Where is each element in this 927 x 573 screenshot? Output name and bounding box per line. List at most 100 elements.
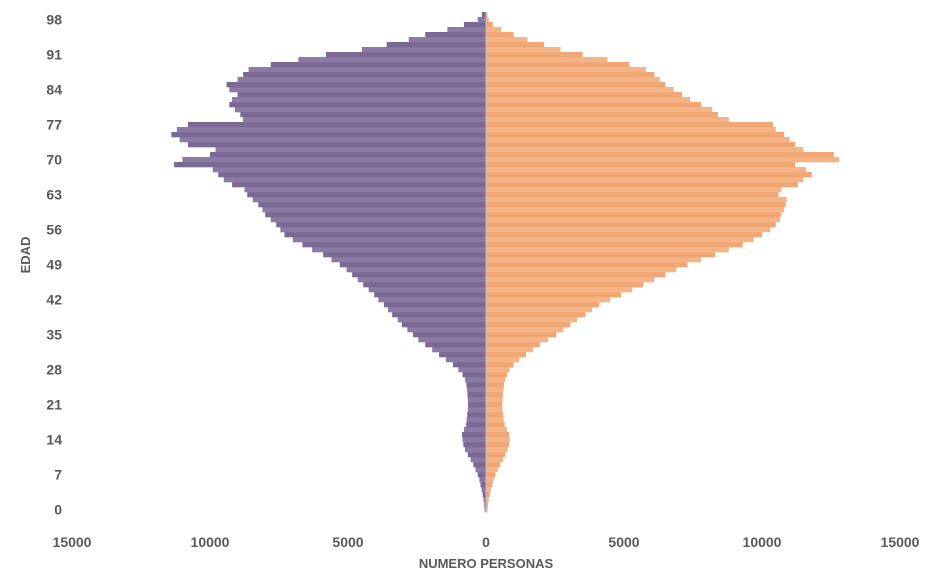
bar-left-age-99: [481, 12, 486, 18]
bar-right-age-24: [486, 387, 504, 393]
bar-left-age-84: [229, 87, 486, 93]
bar-left-age-43: [374, 292, 486, 298]
bar-right-age-75: [486, 132, 785, 138]
bar-left-age-19: [467, 412, 486, 418]
bar-right-age-61: [486, 202, 786, 208]
bar-right-age-88: [486, 67, 647, 73]
bar-left-age-81: [229, 102, 486, 108]
y-tick-label: 84: [46, 82, 62, 98]
x-tick-label: 15000: [881, 534, 920, 550]
bar-left-age-86: [237, 77, 486, 83]
bar-left-age-35: [412, 332, 486, 338]
y-tick-label: 42: [46, 292, 62, 308]
bar-right-age-53: [486, 242, 743, 248]
bar-left-age-63: [247, 192, 486, 198]
bar-left-age-30: [445, 357, 486, 363]
bar-left-age-25: [466, 382, 486, 388]
bar-left-age-6: [479, 477, 486, 483]
x-tick-label: 15000: [53, 534, 92, 550]
y-axis-title: EDAD: [18, 237, 33, 274]
bar-left-age-64: [244, 187, 486, 193]
bar-left-age-33: [425, 342, 486, 348]
bar-right-age-34: [486, 337, 549, 343]
bar-right-age-33: [486, 342, 540, 348]
right-series-bars: [486, 12, 840, 513]
bar-right-age-7: [486, 472, 496, 478]
bar-right-age-11: [486, 452, 506, 458]
bar-right-age-39: [486, 312, 586, 318]
bar-right-age-92: [486, 47, 561, 53]
bar-right-age-57: [486, 222, 776, 228]
bar-left-age-91: [325, 52, 486, 58]
bar-right-age-36: [486, 327, 564, 333]
bar-left-age-14: [462, 437, 486, 443]
bar-left-age-83: [237, 92, 486, 98]
x-axis-tick-labels: 15000 10000 5000 0 5000 10000 15000: [53, 534, 920, 550]
bar-right-age-76: [486, 127, 776, 133]
bar-right-age-72: [486, 147, 804, 153]
bar-right-age-59: [486, 212, 782, 218]
bar-left-age-93: [386, 42, 486, 48]
bar-right-age-94: [486, 37, 528, 43]
bar-left-age-76: [176, 127, 486, 133]
bar-right-age-45: [486, 282, 644, 288]
bar-right-age-26: [486, 377, 506, 383]
bar-left-age-69: [174, 162, 486, 168]
y-tick-label: 49: [46, 257, 62, 273]
bar-left-age-77: [187, 122, 487, 128]
bar-right-age-95: [486, 32, 514, 38]
bar-right-age-31: [486, 352, 527, 358]
bar-right-age-65: [486, 182, 798, 188]
y-axis-tick-labels: 0 7 14 21 28 35 42 49 56 63 70 77 84 91 98: [46, 12, 62, 518]
bar-right-age-51: [486, 252, 716, 258]
bar-right-age-85: [486, 82, 666, 88]
bar-left-age-79: [240, 112, 486, 118]
bar-right-age-99: [486, 12, 488, 18]
bar-left-age-39: [392, 312, 486, 318]
y-tick-label: 21: [46, 397, 62, 413]
bar-right-age-52: [486, 247, 729, 253]
bar-left-age-32: [432, 347, 486, 353]
x-tick-label: 10000: [191, 534, 230, 550]
x-tick-label: 0: [482, 534, 490, 550]
bar-left-age-55: [284, 232, 486, 238]
bar-right-age-73: [486, 142, 796, 148]
bar-left-age-80: [234, 107, 486, 113]
bar-right-age-32: [486, 347, 533, 353]
bar-right-age-56: [486, 227, 771, 233]
bar-right-age-77: [486, 122, 774, 128]
y-tick-label: 56: [46, 222, 62, 238]
bar-right-age-84: [486, 87, 674, 93]
bar-left-age-4: [481, 487, 486, 493]
y-tick-label: 91: [46, 47, 62, 63]
y-tick-label: 98: [46, 12, 62, 28]
bar-left-age-95: [425, 32, 486, 38]
bar-left-age-22: [467, 397, 486, 403]
bar-left-age-31: [439, 352, 486, 358]
bar-right-age-46: [486, 277, 655, 283]
bar-left-age-62: [252, 197, 486, 203]
bar-right-age-91: [486, 52, 583, 58]
bar-left-age-0: [484, 507, 486, 513]
bar-left-age-34: [418, 337, 486, 343]
x-tick-label: 5000: [608, 534, 639, 550]
bar-right-age-50: [486, 257, 702, 263]
bar-left-age-41: [383, 302, 486, 308]
bar-right-age-21: [486, 402, 503, 408]
bar-left-age-37: [401, 322, 486, 328]
bar-left-age-9: [473, 462, 486, 468]
bar-left-age-60: [262, 207, 486, 213]
y-tick-label: 70: [46, 152, 62, 168]
bar-right-age-66: [486, 177, 804, 183]
bar-left-age-75: [171, 132, 487, 138]
bar-right-age-69: [486, 162, 796, 168]
bar-left-age-82: [232, 97, 486, 103]
bar-right-age-23: [486, 392, 503, 398]
bar-right-age-49: [486, 262, 688, 268]
bar-right-age-54: [486, 237, 754, 243]
bar-left-age-50: [331, 257, 486, 263]
bar-left-age-8: [475, 467, 486, 473]
bar-left-age-56: [280, 227, 486, 233]
bar-left-age-24: [466, 387, 486, 393]
bar-left-age-66: [223, 177, 487, 183]
